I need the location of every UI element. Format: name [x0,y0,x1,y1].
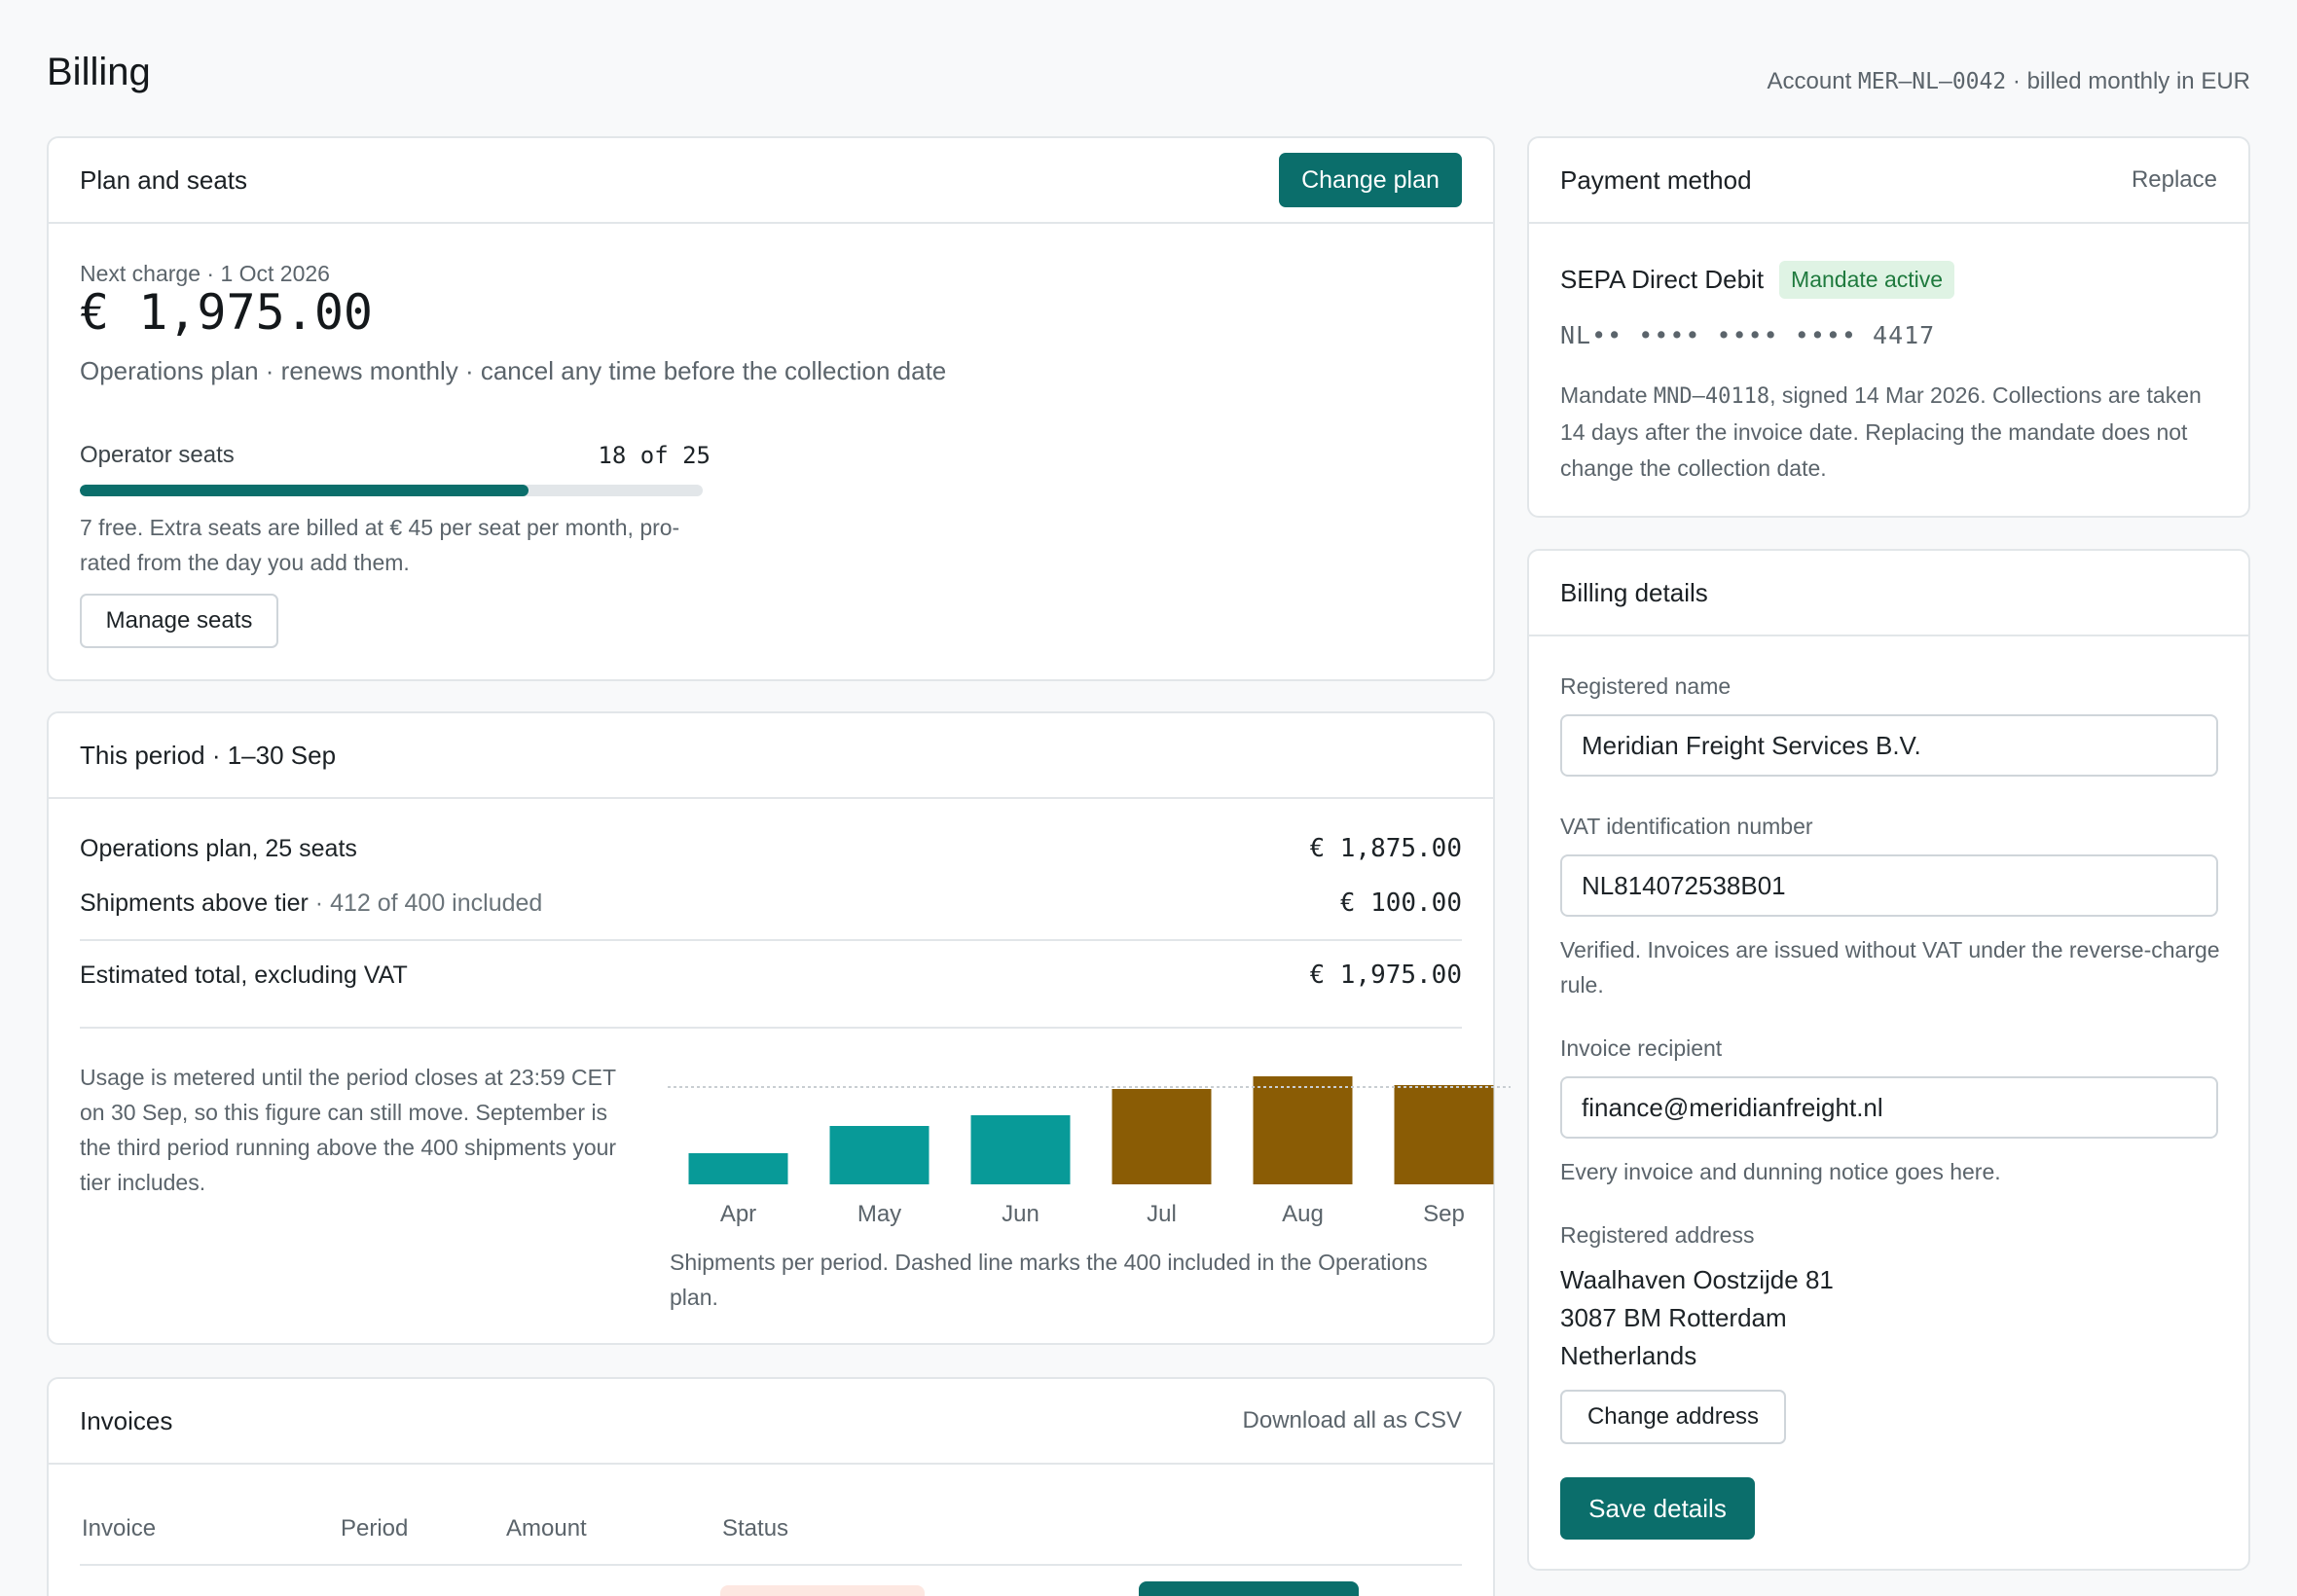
next-charge: Next charge · 1 Oct 2026 [80,261,330,286]
column-header-period: Period [341,1515,409,1542]
line-item-label: Shipments above tier [80,889,309,917]
seats-progress-fill [80,485,529,496]
registered-name-label: Registered name [1560,673,1732,699]
line-item: Operations plan, 25 seats € 1,875.00 [80,834,1462,863]
invoice-recipient-input[interactable] [1560,1076,2218,1139]
chart-bar-sep [1394,1085,1494,1184]
details-card-title: Billing details [1560,577,1708,607]
total-row: Estimated total, excluding VAT € 1,975.0… [80,961,1462,990]
details-card-header: Billing details [1529,551,2248,636]
chart-bar-jun [970,1115,1071,1184]
column-header-amount: Amount [506,1515,587,1542]
line-item-amount: € 1,875.00 [1309,834,1462,863]
seats-label: Operator seats [80,442,235,468]
period-card-title: This period · 1–30 Sep [80,740,337,770]
status-badge [720,1585,925,1596]
plan-card-title: Plan and seats [80,164,248,195]
account-suffix: · billed monthly in EUR [2006,68,2250,94]
line-item: Shipments above tier · 412 of 400 includ… [80,889,1462,918]
payment-method-name: SEPA Direct Debit [1560,265,1765,294]
period-card-header: This period · 1–30 Sep [49,713,1493,799]
mandate-note: Mandate MND–40118, signed 14 Mar 2026. C… [1560,378,2232,487]
usage-note: Usage is metered until the period closes… [80,1065,617,1195]
chart-bar-apr [688,1153,788,1184]
vat-number-label: VAT identification number [1560,814,1813,839]
plan-card-header: Plan and seats Change plan [49,138,1493,224]
save-details-button[interactable]: Save details [1560,1477,1755,1540]
vat-help-text: Verified. Invoices are issued without VA… [1560,937,2220,998]
table-header-divider [80,1564,1462,1566]
account-prefix: Account [1767,68,1858,94]
replace-payment-button[interactable]: Replace [2131,166,2217,193]
address-line: Netherlands [1560,1341,1697,1370]
download-csv-button[interactable]: Download all as CSV [1242,1407,1462,1433]
invoices-card: Invoices Download all as CSV Invoice Per… [47,1377,1495,1596]
billing-details-card: Billing details Registered name VAT iden… [1527,549,2250,1571]
account-meta: Account MER–NL–0042 · billed monthly in … [1768,68,2250,95]
page-title: Billing [47,51,151,93]
column-header-status: Status [722,1515,789,1542]
manage-seats-button[interactable]: Manage seats [80,594,278,648]
total-amount: € 1,975.00 [1309,961,1462,990]
registered-address-label: Registered address [1560,1222,1755,1248]
chart-x-label: Jul [1147,1201,1177,1227]
chart-bar-may [829,1126,930,1184]
account-id: MER–NL–0042 [1857,69,2007,94]
chart-x-label: Apr [720,1201,756,1227]
mandate-status-badge: Mandate active [1779,261,1955,299]
plan-description: Operations plan · renews monthly · cance… [80,356,947,385]
chart-x-label: Sep [1423,1201,1465,1227]
invoice-recipient-label: Invoice recipient [1560,1035,1723,1061]
total-label: Estimated total, excluding VAT [80,961,408,989]
chart-bar-jul [1112,1089,1212,1184]
invoices-card-header: Invoices Download all as CSV [49,1379,1493,1465]
change-address-button[interactable]: Change address [1560,1390,1786,1444]
next-charge-amount: € 1,975.00 [80,284,374,341]
totals-divider [80,939,1462,941]
mandate-note-prefix: Mandate [1560,382,1654,408]
payment-method-row: SEPA Direct Debit Mandate active [1560,261,1955,299]
invoice-action-button[interactable] [1139,1581,1359,1596]
chart-caption: Shipments per period. Dashed line marks … [670,1250,1428,1310]
seats-progress-bar [80,485,703,496]
chart-x-label: May [857,1201,901,1227]
plan-card: Plan and seats Change plan Next charge ·… [47,136,1495,681]
payment-card: Payment method Replace SEPA Direct Debit… [1527,136,2250,518]
period-card: This period · 1–30 Sep Operations plan, … [47,711,1511,1345]
recipient-help-text: Every invoice and dunning notice goes he… [1560,1159,2001,1184]
usage-divider [80,1027,1462,1029]
line-item-amount: € 100.00 [1339,889,1462,918]
column-header-invoice: Invoice [82,1515,157,1542]
payment-card-header: Payment method Replace [1529,138,2248,224]
invoices-card-title: Invoices [80,1405,173,1435]
address-line: 3087 BM Rotterdam [1560,1303,1787,1332]
mandate-note-suffix: , signed 14 Mar 2026. Collections are ta… [1560,382,2202,481]
chart-x-label: Aug [1282,1201,1324,1227]
vat-number-input[interactable] [1560,854,2218,917]
registered-name-input[interactable] [1560,714,2218,777]
masked-iban: NL•• •••• •••• •••• 4417 [1560,321,1936,349]
change-plan-button[interactable]: Change plan [1279,153,1462,207]
payment-card-title: Payment method [1560,164,1752,195]
chart-x-label: Jun [1002,1201,1039,1227]
mandate-id: MND–40118 [1653,384,1770,409]
address-line: Waalhaven Oostzijde 81 [1560,1265,1834,1294]
seats-note: 7 free. Extra seats are billed at € 45 p… [80,515,680,575]
seats-count: 18 of 25 [598,442,711,469]
chart-bar-aug [1253,1076,1353,1184]
line-item-label: Operations plan, 25 seats [80,834,357,862]
line-item-detail: · 412 of 400 included [308,889,543,917]
shipments-chart: Apr May Jun Jul Aug Sep [668,1076,1511,1227]
